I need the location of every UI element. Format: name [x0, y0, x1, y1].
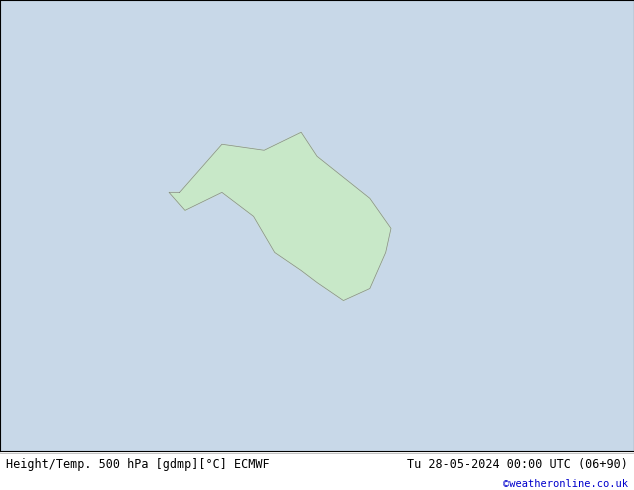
Text: Tu 28-05-2024 00:00 UTC (06+90): Tu 28-05-2024 00:00 UTC (06+90)	[407, 458, 628, 471]
Polygon shape	[169, 132, 391, 300]
Text: Height/Temp. 500 hPa [gdmp][°C] ECMWF: Height/Temp. 500 hPa [gdmp][°C] ECMWF	[6, 458, 270, 471]
Text: ©weatheronline.co.uk: ©weatheronline.co.uk	[503, 479, 628, 489]
